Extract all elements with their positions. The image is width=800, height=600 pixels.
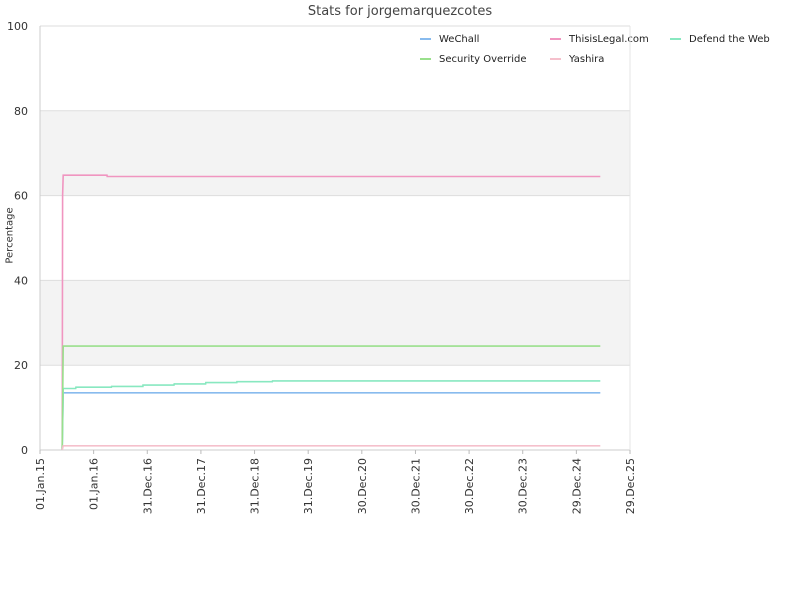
x-tick-label: 29.Dec.25 xyxy=(624,458,637,514)
x-tick-label: 29.Dec.24 xyxy=(570,458,583,514)
legend-item[interactable]: Defend the Web xyxy=(670,34,770,45)
legend-item[interactable]: Yashira xyxy=(550,54,604,65)
x-tick-label: 30.Dec.23 xyxy=(517,458,530,514)
legend-label: Yashira xyxy=(569,54,605,65)
y-tick-label: 60 xyxy=(14,190,28,203)
legend-label: Security Override xyxy=(439,54,527,65)
legend-swatch xyxy=(670,38,681,40)
x-tick-label: 31.Dec.16 xyxy=(141,458,154,514)
y-tick-label: 40 xyxy=(14,274,28,287)
plot-band xyxy=(40,110,630,196)
x-tick-label: 30.Dec.22 xyxy=(463,458,476,514)
plot-band xyxy=(40,280,630,366)
legend: WeChall ThisisLegal.com Defend the Web Secu… xyxy=(420,34,800,74)
legend-item[interactable]: Security Override xyxy=(420,54,527,65)
series-line xyxy=(61,391,601,451)
series-line xyxy=(61,444,601,451)
x-tick-label: 31.Dec.18 xyxy=(249,458,262,514)
y-tick-label: 0 xyxy=(21,444,28,457)
legend-swatch xyxy=(420,38,431,40)
chart-title: Stats for jorgemarquezcotes xyxy=(307,4,493,19)
x-tick-label: 01.Jan.16 xyxy=(88,458,101,510)
legend-label: WeChall xyxy=(439,34,480,45)
legend-label: Defend the Web xyxy=(689,34,770,45)
legend-swatch xyxy=(550,38,561,40)
x-tick-label: 30.Dec.20 xyxy=(356,458,369,514)
series-line xyxy=(61,380,601,451)
legend-label: ThisisLegal.com xyxy=(569,34,649,45)
x-tick-label: 30.Dec.21 xyxy=(409,458,422,514)
legend-swatch xyxy=(550,58,561,60)
legend-swatch xyxy=(420,58,431,60)
x-tick-label: 31.Dec.19 xyxy=(302,458,315,514)
x-tick-label: 01.Jan.15 xyxy=(34,458,47,510)
y-tick-label: 100 xyxy=(7,20,28,33)
legend-item[interactable]: ThisisLegal.com xyxy=(550,34,649,45)
legend-item[interactable]: WeChall xyxy=(420,34,479,45)
series-line xyxy=(61,345,601,451)
x-tick-label: 31.Dec.17 xyxy=(195,458,208,514)
y-tick-label: 20 xyxy=(14,359,28,372)
y-tick-label: 80 xyxy=(14,105,28,118)
series-line xyxy=(61,174,601,451)
